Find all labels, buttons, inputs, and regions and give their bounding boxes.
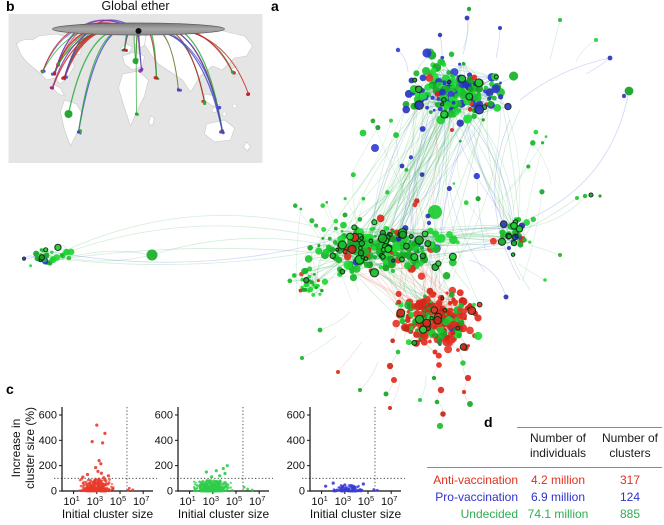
svg-text:101: 101 xyxy=(179,494,195,508)
table-mid-rule xyxy=(427,467,662,469)
svg-text:105: 105 xyxy=(226,494,242,508)
svg-text:600: 600 xyxy=(39,410,57,422)
table-clusters-undecided: 885 xyxy=(619,507,641,521)
table-header-clusters: Number of clusters xyxy=(601,431,659,460)
table-clusters-anti: 317 xyxy=(619,473,641,487)
svg-text:200: 200 xyxy=(287,460,305,472)
panel-label-b: b xyxy=(6,0,15,14)
svg-text:107: 107 xyxy=(381,494,397,508)
svg-text:105: 105 xyxy=(358,494,374,508)
table-individuals-anti: 4.2 million xyxy=(530,473,586,487)
svg-text:101: 101 xyxy=(311,494,327,508)
global-ether-map-panel-b xyxy=(8,14,263,163)
network-nodes-layer xyxy=(21,6,634,430)
global-ether-title: Global ether xyxy=(101,0,170,13)
svg-text:400: 400 xyxy=(287,435,305,447)
svg-text:Initial cluster size: Initial cluster size xyxy=(62,507,154,521)
table-row-label-pro: Pro-vaccination xyxy=(435,490,518,504)
table-row-label-undecided: Undecided xyxy=(460,507,518,521)
panel-label-d: d xyxy=(484,414,493,430)
svg-text:600: 600 xyxy=(155,410,173,422)
svg-text:Initial cluster size: Initial cluster size xyxy=(178,507,270,521)
svg-text:105: 105 xyxy=(110,494,126,508)
svg-text:107: 107 xyxy=(249,494,265,508)
svg-text:Initial cluster size: Initial cluster size xyxy=(310,507,402,521)
table-top-rule xyxy=(517,427,662,429)
map-source-dots-layer xyxy=(40,48,251,135)
ether-hub-dot xyxy=(135,28,142,34)
svg-text:0: 0 xyxy=(51,486,57,498)
svg-text:400: 400 xyxy=(39,435,57,447)
svg-text:103: 103 xyxy=(87,494,103,508)
svg-text:600: 600 xyxy=(287,410,305,422)
svg-text:101: 101 xyxy=(63,494,79,508)
world-map xyxy=(8,14,263,163)
table-row-label-anti: Anti-vaccination xyxy=(433,473,518,487)
svg-text:400: 400 xyxy=(155,435,173,447)
svg-text:103: 103 xyxy=(203,494,219,508)
table-individuals-undecided: 74.1 million xyxy=(527,507,589,521)
panel-label-c: c xyxy=(6,381,14,397)
table-clusters-pro: 124 xyxy=(619,490,641,504)
table-individuals-pro: 6.9 million xyxy=(530,490,586,504)
svg-text:0: 0 xyxy=(299,486,305,498)
panel-label-a: a xyxy=(271,0,279,14)
svg-text:0: 0 xyxy=(167,486,173,498)
svg-text:200: 200 xyxy=(39,460,57,472)
svg-text:103: 103 xyxy=(335,494,351,508)
svg-text:200: 200 xyxy=(155,460,173,472)
table-header-individuals: Number of individuals xyxy=(529,431,587,460)
